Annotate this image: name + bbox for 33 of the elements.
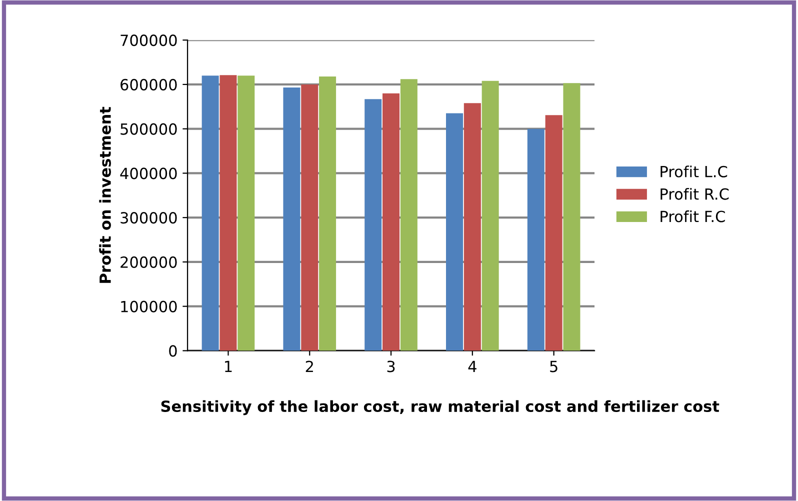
bar <box>545 115 562 351</box>
y-tick-label: 700000 <box>120 34 177 46</box>
bar <box>482 80 499 351</box>
bar <box>202 76 219 351</box>
bar <box>319 76 336 351</box>
x-tick-label: 5 <box>550 360 558 372</box>
bar <box>364 99 382 351</box>
bar <box>464 103 481 351</box>
y-tick-label: 100000 <box>121 300 177 312</box>
y-tick-label: 200000 <box>120 256 177 268</box>
bar <box>382 93 400 351</box>
legend-label: Profit F.C <box>660 210 725 222</box>
y-tick-label: 600000 <box>120 78 177 90</box>
x-tick-label: 3 <box>387 360 395 372</box>
bar <box>527 128 544 351</box>
bar <box>446 113 464 351</box>
y-tick-label: 0 <box>169 345 177 357</box>
y-tick-label: 500000 <box>120 123 177 135</box>
bar <box>400 79 418 351</box>
legend-label: Profit R.C <box>660 188 729 200</box>
y-tick-label: 300000 <box>120 212 177 224</box>
bar <box>301 84 318 351</box>
bar <box>238 76 255 351</box>
x-axis-title: Sensitivity of the labor cost, raw material cost and fertilizer cost <box>161 400 720 416</box>
x-tick-label: 4 <box>468 360 476 372</box>
bar <box>220 75 237 351</box>
y-axis-title: Profit on investment <box>99 106 111 283</box>
legend-label: Profit L.C <box>660 166 728 178</box>
bar <box>563 83 580 351</box>
bar <box>283 88 300 351</box>
y-tick-label: 400000 <box>120 168 177 180</box>
x-tick-label: 2 <box>306 360 313 372</box>
x-tick-label: 1 <box>225 360 232 372</box>
